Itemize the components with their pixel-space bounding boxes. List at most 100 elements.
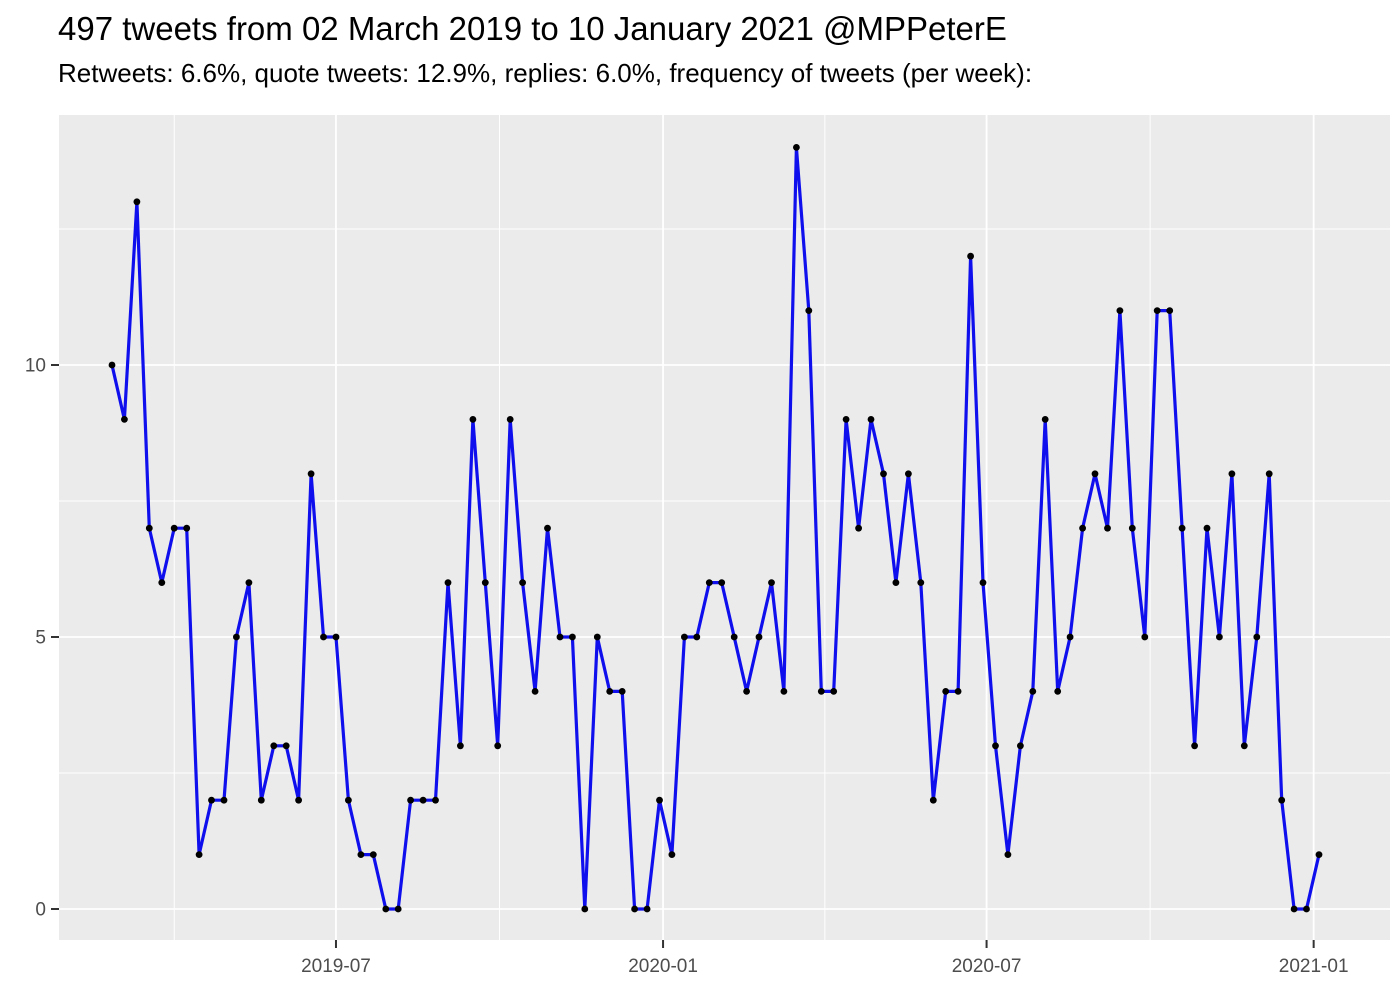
data-point [768,579,775,586]
data-point [345,796,352,804]
data-point [581,905,589,913]
data-point [842,416,850,423]
data-point [457,742,464,750]
data-point [830,688,838,695]
data-point [755,633,763,641]
x-tick-label: 2020-07 [952,956,1022,977]
data-point [867,416,875,423]
data-point [1017,742,1024,750]
data-point [793,144,800,151]
data-point [270,742,278,750]
data-point [295,796,302,804]
data-point [668,851,676,858]
data-point [569,633,576,641]
data-point [743,688,750,695]
data-point [282,742,290,750]
data-point [531,688,539,695]
data-point [158,579,166,586]
data-point [718,579,726,586]
chart-subtitle: Retweets: 6.6%, quote tweets: 12.9%, rep… [58,58,1033,88]
x-tick-label: 2020-01 [628,956,698,977]
data-point [929,796,937,804]
data-point [481,579,489,586]
data-point [320,633,327,641]
data-point [519,579,526,586]
data-point [693,633,701,641]
data-point [643,905,651,913]
data-point [954,688,962,695]
data-point [855,524,862,532]
data-point [469,416,477,423]
data-point [233,633,240,641]
data-point [1278,796,1286,804]
data-point [880,470,887,478]
data-point [183,524,191,532]
data-point [208,796,215,804]
data-point [1228,470,1236,478]
x-tick-label: 2019-07 [301,956,371,977]
data-point [1054,688,1062,695]
data-point [992,742,999,750]
data-point [905,470,912,478]
data-point [220,796,228,804]
data-point [1041,416,1049,423]
data-point [1091,470,1099,478]
data-point [506,416,514,423]
data-point [1178,524,1186,532]
data-point [544,524,551,532]
data-point [1141,633,1149,641]
data-point [133,198,141,206]
data-point [394,905,402,913]
data-point [357,851,365,858]
chart-title: 497 tweets from 02 March 2019 to 10 Janu… [58,10,1007,47]
data-point [444,579,452,586]
data-point [705,579,713,586]
data-point [1315,851,1323,858]
y-tick-label: 10 [25,356,46,377]
data-point [1128,524,1136,532]
data-point [593,633,601,641]
data-point [606,688,614,695]
data-point [1265,470,1273,478]
data-point [1004,851,1012,858]
data-point [681,633,688,641]
data-point [419,796,427,804]
y-tick-label: 5 [35,628,46,649]
data-point [121,416,128,423]
data-point [432,796,439,804]
x-tick-label: 2021-01 [1279,956,1349,977]
data-point [170,524,178,532]
data-point [1153,307,1161,314]
data-point [892,579,900,586]
data-point [369,851,377,858]
data-point [145,524,153,532]
data-point [108,361,116,369]
data-point [556,633,564,641]
data-point [817,688,825,695]
data-point [1253,633,1261,641]
data-point [1116,307,1124,314]
data-point [942,688,950,695]
data-point [805,307,813,314]
data-point [1079,524,1086,532]
data-point [1216,633,1223,641]
data-point [494,742,502,750]
data-point [1104,524,1111,532]
tweet-frequency-line [110,145,1321,911]
data-point [1290,905,1298,913]
plot-panel [59,115,1390,940]
data-point [407,796,414,804]
data-point [1029,688,1037,695]
data-point [245,579,253,586]
data-point [382,905,390,913]
data-point [1303,905,1310,913]
data-point [979,579,987,586]
data-point [257,796,265,804]
data-point [967,252,974,260]
data-point [1166,307,1174,314]
data-point [656,796,663,804]
data-point [195,851,203,858]
data-point [618,688,626,695]
